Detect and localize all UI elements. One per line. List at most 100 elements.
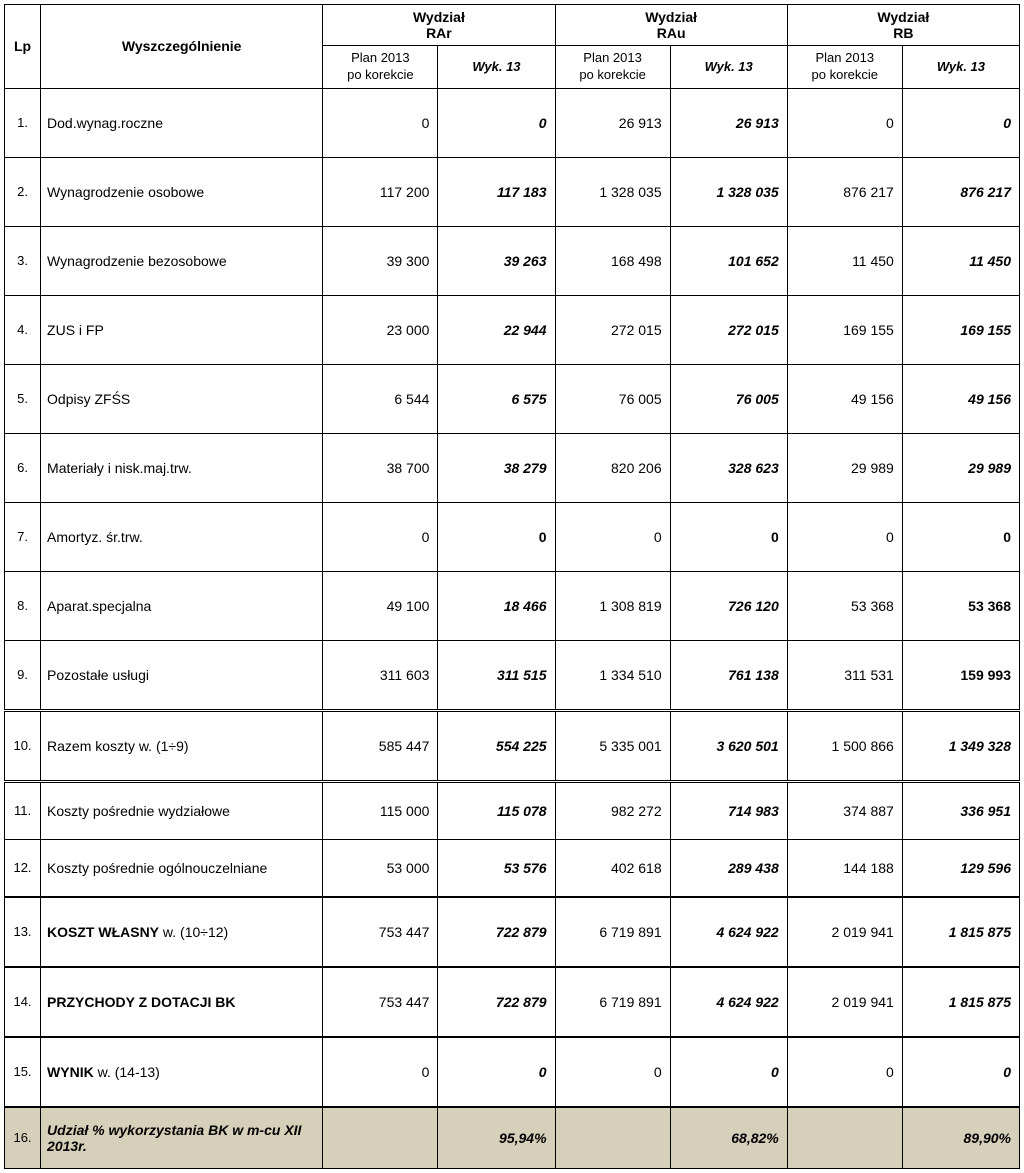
cell-desc: Koszty pośrednie wydziałowe bbox=[41, 781, 323, 839]
cell-desc: Pozostałe usługi bbox=[41, 640, 323, 710]
cell-plan: 272 015 bbox=[555, 295, 670, 364]
cell-wyk: 38 279 bbox=[438, 433, 555, 502]
cell-wyk: 129 596 bbox=[902, 839, 1019, 897]
table-row: 9.Pozostałe usługi311 603311 5151 334 51… bbox=[5, 640, 1020, 710]
cell-wyk: 0 bbox=[902, 88, 1019, 157]
cell-lp: 9. bbox=[5, 640, 41, 710]
cell-plan: 168 498 bbox=[555, 226, 670, 295]
cell-plan: 39 300 bbox=[323, 226, 438, 295]
table-row: 1.Dod.wynag.roczne0026 91326 91300 bbox=[5, 88, 1020, 157]
cell-lp: 14. bbox=[5, 967, 41, 1037]
cell-plan: 49 100 bbox=[323, 571, 438, 640]
subheader-plan: Plan 2013po korekcie bbox=[787, 46, 902, 89]
header-group-label: RAu bbox=[657, 25, 686, 41]
cell-wyk: 117 183 bbox=[438, 157, 555, 226]
cell-wyk: 3 620 501 bbox=[670, 710, 787, 781]
cell-plan: 117 200 bbox=[323, 157, 438, 226]
subheader-wyk: Wyk. 13 bbox=[438, 46, 555, 89]
cell-wyk: 0 bbox=[670, 1037, 787, 1107]
cell-lp: 15. bbox=[5, 1037, 41, 1107]
cell-plan: 311 603 bbox=[323, 640, 438, 710]
cell-lp: 5. bbox=[5, 364, 41, 433]
cell-wyk: 714 983 bbox=[670, 781, 787, 839]
cell-plan: 144 188 bbox=[787, 839, 902, 897]
cell-plan: 6 544 bbox=[323, 364, 438, 433]
cell-plan bbox=[323, 1107, 438, 1169]
cell-desc: WYNIK w. (14-13) bbox=[41, 1037, 323, 1107]
table-row: 2.Wynagrodzenie osobowe117 200117 1831 3… bbox=[5, 157, 1020, 226]
header-group-label: Wydział bbox=[413, 9, 465, 25]
cell-wyk: 1 815 875 bbox=[902, 897, 1019, 967]
cell-lp: 11. bbox=[5, 781, 41, 839]
cell-lp: 7. bbox=[5, 502, 41, 571]
cell-wyk: 22 944 bbox=[438, 295, 555, 364]
cell-wyk: 1 349 328 bbox=[902, 710, 1019, 781]
cell-plan: 982 272 bbox=[555, 781, 670, 839]
cell-plan: 1 328 035 bbox=[555, 157, 670, 226]
cell-plan: 753 447 bbox=[323, 967, 438, 1037]
cell-wyk: 0 bbox=[438, 88, 555, 157]
cell-plan: 374 887 bbox=[787, 781, 902, 839]
cell-desc: Razem koszty w. (1÷9) bbox=[41, 710, 323, 781]
cell-wyk: 159 993 bbox=[902, 640, 1019, 710]
cell-wyk: 53 368 bbox=[902, 571, 1019, 640]
cell-plan: 1 308 819 bbox=[555, 571, 670, 640]
header-group-label: RB bbox=[893, 25, 913, 41]
cell-plan: 820 206 bbox=[555, 433, 670, 502]
cell-desc: Materiały i nisk.maj.trw. bbox=[41, 433, 323, 502]
cell-lp: 10. bbox=[5, 710, 41, 781]
cell-wyk: 722 879 bbox=[438, 967, 555, 1037]
cell-wyk: 101 652 bbox=[670, 226, 787, 295]
cell-lp: 12. bbox=[5, 839, 41, 897]
header-lp: Lp bbox=[5, 5, 41, 89]
cell-wyk: 68,82% bbox=[670, 1107, 787, 1169]
cell-plan: 2 019 941 bbox=[787, 967, 902, 1037]
table-row: 11.Koszty pośrednie wydziałowe115 000115… bbox=[5, 781, 1020, 839]
cell-plan: 26 913 bbox=[555, 88, 670, 157]
cell-wyk: 336 951 bbox=[902, 781, 1019, 839]
cell-lp: 4. bbox=[5, 295, 41, 364]
table-row: 14.PRZYCHODY Z DOTACJI BK753 447722 8796… bbox=[5, 967, 1020, 1037]
cell-lp: 16. bbox=[5, 1107, 41, 1169]
cell-lp: 8. bbox=[5, 571, 41, 640]
table-row: 7.Amortyz. śr.trw.000000 bbox=[5, 502, 1020, 571]
cell-wyk: 311 515 bbox=[438, 640, 555, 710]
cell-plan: 753 447 bbox=[323, 897, 438, 967]
table-row: 10.Razem koszty w. (1÷9)585 447554 2255 … bbox=[5, 710, 1020, 781]
cell-wyk: 39 263 bbox=[438, 226, 555, 295]
table-row: 12.Koszty pośrednie ogólnouczelniane53 0… bbox=[5, 839, 1020, 897]
table-row: 8.Aparat.specjalna49 10018 4661 308 8197… bbox=[5, 571, 1020, 640]
cell-plan: 5 335 001 bbox=[555, 710, 670, 781]
cell-wyk: 0 bbox=[438, 502, 555, 571]
cell-plan: 0 bbox=[555, 502, 670, 571]
cell-desc: Wynagrodzenie bezosobowe bbox=[41, 226, 323, 295]
subheader-plan: Plan 2013po korekcie bbox=[555, 46, 670, 89]
cell-plan: 1 500 866 bbox=[787, 710, 902, 781]
cell-plan: 0 bbox=[787, 502, 902, 571]
cell-plan bbox=[787, 1107, 902, 1169]
cell-desc: PRZYCHODY Z DOTACJI BK bbox=[41, 967, 323, 1037]
cell-plan: 0 bbox=[323, 502, 438, 571]
cell-plan: 29 989 bbox=[787, 433, 902, 502]
subheader-plan: Plan 2013po korekcie bbox=[323, 46, 438, 89]
cell-plan: 0 bbox=[323, 1037, 438, 1107]
table-row: 6.Materiały i nisk.maj.trw.38 70038 2798… bbox=[5, 433, 1020, 502]
header-group-0: Wydział RAr bbox=[323, 5, 555, 46]
table-row: 4.ZUS i FP23 00022 944272 015272 015169 … bbox=[5, 295, 1020, 364]
cell-wyk: 722 879 bbox=[438, 897, 555, 967]
cell-wyk: 726 120 bbox=[670, 571, 787, 640]
table-row: 15.WYNIK w. (14-13)000000 bbox=[5, 1037, 1020, 1107]
cell-plan: 169 155 bbox=[787, 295, 902, 364]
cell-wyk: 0 bbox=[670, 502, 787, 571]
cell-plan: 0 bbox=[323, 88, 438, 157]
subheader-wyk: Wyk. 13 bbox=[902, 46, 1019, 89]
cell-plan: 53 368 bbox=[787, 571, 902, 640]
cell-lp: 2. bbox=[5, 157, 41, 226]
table-row: 5.Odpisy ZFŚS6 5446 57576 00576 00549 15… bbox=[5, 364, 1020, 433]
cell-desc: Wynagrodzenie osobowe bbox=[41, 157, 323, 226]
cell-lp: 13. bbox=[5, 897, 41, 967]
cell-plan: 23 000 bbox=[323, 295, 438, 364]
cell-wyk: 89,90% bbox=[902, 1107, 1019, 1169]
cell-desc: Dod.wynag.roczne bbox=[41, 88, 323, 157]
header-group-1: Wydział RAu bbox=[555, 5, 787, 46]
